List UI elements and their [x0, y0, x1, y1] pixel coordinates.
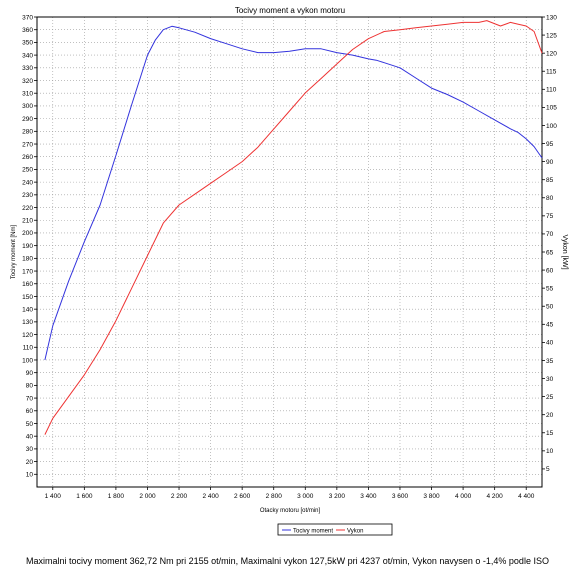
summary-footer: Maximalni tocivy moment 362,72 Nm pri 21…: [26, 556, 549, 566]
x-tick-label: 3 000: [297, 493, 314, 500]
y-left-tick-label: 320: [22, 78, 33, 85]
x-tick-label: 3 400: [360, 493, 377, 500]
y-left-tick-label: 130: [22, 319, 33, 326]
x-tick-label: 1 400: [45, 493, 62, 500]
y-right-tick-label: 60: [546, 267, 554, 274]
y-right-tick-label: 115: [546, 69, 557, 76]
y-right-tick-label: 65: [546, 249, 554, 256]
y-left-tick-label: 10: [26, 472, 34, 479]
legend-label-torque: Tocivy moment: [293, 529, 333, 535]
y-axis-left-label: Tocivy moment [Nm]: [11, 224, 17, 279]
grid-lines: [37, 16, 542, 487]
y-left-tick-label: 20: [26, 459, 34, 466]
y-right-tick-label: 20: [546, 412, 554, 419]
y-left-tick-label: 50: [26, 421, 34, 428]
y-left-tick-label: 100: [22, 357, 33, 364]
y-left-tick-label: 120: [22, 332, 33, 339]
y-right-tick-label: 15: [546, 430, 554, 437]
x-tick-label: 2 800: [266, 493, 283, 500]
y-left-tick-label: 80: [26, 383, 34, 390]
y-left-tick-label: 250: [22, 167, 33, 174]
y-left-tick-label: 290: [22, 116, 33, 123]
y-right-tick-label: 35: [546, 358, 554, 365]
y-right-tick-label: 10: [546, 448, 554, 455]
y-left-tick-label: 40: [26, 433, 34, 440]
y-right-tick-label: 5: [546, 466, 550, 473]
y-right-tick-label: 105: [546, 105, 557, 112]
y-axis-right-label: Vykon [kW]: [561, 234, 568, 269]
y-right-tick-label: 25: [546, 394, 554, 401]
y-left-tick-label: 170: [22, 268, 33, 275]
chart-title: Tocivy moment a vykon motoru: [235, 6, 345, 15]
torque-series-line: [44, 25, 543, 361]
y-left-tick-label: 350: [22, 40, 33, 47]
x-tick-label: 1 600: [76, 493, 93, 500]
y-left-tick-label: 140: [22, 306, 33, 313]
x-tick-label: 4 000: [455, 493, 472, 500]
y-right-tick-label: 100: [546, 123, 557, 130]
y-left-tick-label: 300: [22, 103, 33, 110]
y-left-tick-label: 270: [22, 141, 33, 148]
y-right-tick-label: 85: [546, 177, 554, 184]
y-left-tick-label: 280: [22, 129, 33, 136]
torque-power-chart: Tocivy moment a vykon motoru 1 400 1 600 1…: [11, 6, 568, 536]
legend-label-power: Vykon: [347, 529, 363, 535]
y-left-tick-label: 190: [22, 243, 33, 250]
x-tick-label: 2 600: [234, 493, 251, 500]
y-left-tick-label: 60: [26, 408, 34, 415]
x-tick-label: 3 800: [423, 493, 440, 500]
x-axis-label: Otacky motoru [ot/min]: [260, 508, 321, 514]
y-right-tick-label: 30: [546, 376, 554, 383]
y-left-tick-label: 200: [22, 230, 33, 237]
y-left-tick-label: 150: [22, 294, 33, 301]
y-right-tick-label: 130: [546, 14, 557, 21]
y-left-tick-label: 260: [22, 154, 33, 161]
legend: Tocivy moment Vykon: [277, 523, 393, 536]
y-right-tick-label: 125: [546, 32, 557, 39]
data-lines: [44, 20, 543, 435]
y-left-tick-label: 90: [26, 370, 34, 377]
y-left-tick-label: 360: [22, 27, 33, 34]
y-right-tick-label: 75: [546, 213, 554, 220]
y-right-tick-label: 95: [546, 141, 554, 148]
y-right-tick-label: 120: [546, 50, 557, 57]
power-series-line: [44, 20, 543, 435]
axis-ticks: 1 400 1 600 1 800 2 000 2 200 2 400 2 600 2 800…: [22, 14, 557, 500]
y-left-tick-label: 340: [22, 52, 33, 59]
y-left-tick-label: 180: [22, 256, 33, 263]
y-right-tick-label: 80: [546, 195, 554, 202]
x-tick-label: 1 800: [108, 493, 125, 500]
y-right-tick-label: 45: [546, 322, 554, 329]
x-tick-label: 2 400: [202, 493, 219, 500]
y-left-tick-label: 370: [22, 14, 33, 21]
y-left-tick-label: 230: [22, 192, 33, 199]
plot-area: [36, 16, 543, 488]
x-tick-label: 4 200: [487, 493, 504, 500]
y-right-tick-label: 90: [546, 159, 554, 166]
x-tick-label: 2 000: [139, 493, 156, 500]
y-left-tick-label: 240: [22, 179, 33, 186]
x-tick-label: 2 200: [171, 493, 188, 500]
y-right-tick-label: 50: [546, 304, 554, 311]
legend-box: [277, 523, 393, 536]
y-left-tick-label: 70: [26, 395, 34, 402]
y-right-tick-label: 40: [546, 340, 554, 347]
y-right-tick-label: 70: [546, 231, 554, 238]
x-tick-label: 3 600: [392, 493, 409, 500]
x-tick-label: 4 400: [518, 493, 535, 500]
y-right-tick-label: 55: [546, 285, 554, 292]
x-tick-label: 3 200: [329, 493, 346, 500]
y-left-tick-label: 310: [22, 91, 33, 98]
y-left-tick-label: 210: [22, 218, 33, 225]
y-left-tick-label: 110: [23, 345, 34, 352]
y-left-tick-label: 220: [22, 205, 33, 212]
y-left-tick-label: 330: [22, 65, 33, 72]
y-left-tick-label: 160: [22, 281, 33, 288]
y-left-tick-label: 30: [26, 446, 34, 453]
y-right-tick-label: 110: [546, 87, 557, 94]
